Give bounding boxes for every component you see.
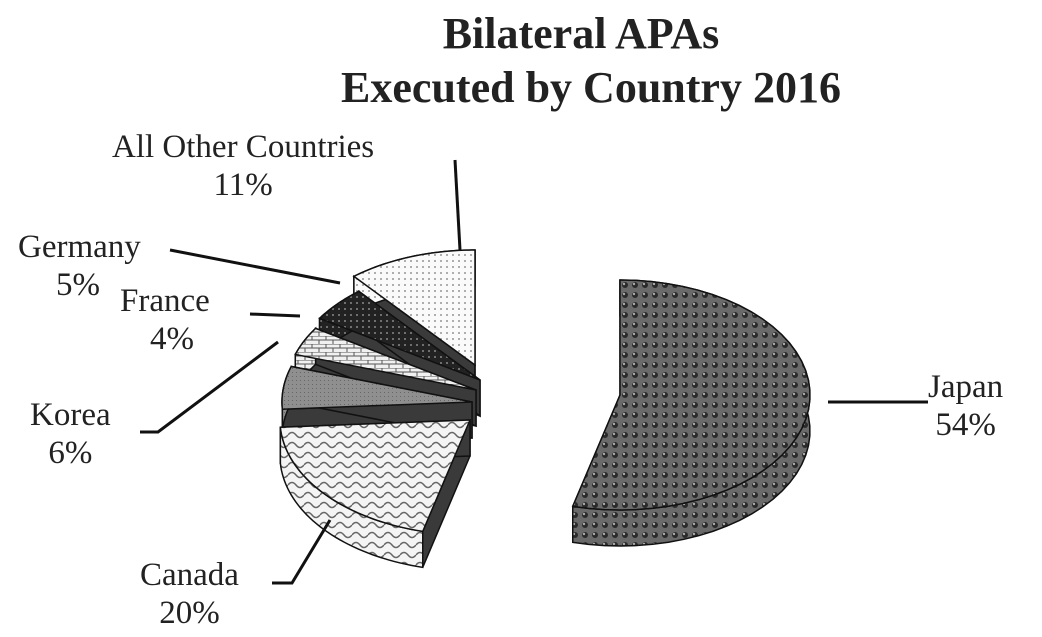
slice-korea bbox=[281, 365, 473, 447]
slice-top-germany bbox=[318, 290, 481, 381]
leader-canada bbox=[272, 519, 332, 585]
leader-germany bbox=[169, 248, 341, 285]
slice-japan bbox=[571, 279, 811, 547]
data-label-korea: Korea 6% bbox=[30, 397, 111, 471]
chart-subtitle: Executed by Country 2016 bbox=[341, 63, 841, 112]
data-label-france: France 4% bbox=[120, 283, 210, 357]
leader-korea bbox=[140, 340, 279, 434]
data-label-canada: Canada 20% bbox=[140, 557, 239, 631]
data-label-japan: Japan 54% bbox=[928, 369, 1004, 443]
chart-title: Bilateral APAs bbox=[442, 9, 720, 58]
data-label-germany: Germany 5% bbox=[18, 229, 141, 303]
slice-top-canada bbox=[279, 419, 472, 533]
slice-top-all-other-countries bbox=[352, 249, 476, 367]
data-label-others: All Other Countries 11% bbox=[112, 129, 375, 203]
leader-france bbox=[249, 312, 301, 318]
slice-canada bbox=[279, 419, 472, 569]
slice-top-korea bbox=[281, 365, 473, 410]
slice-top-japan bbox=[571, 279, 811, 511]
leader-others bbox=[453, 159, 462, 251]
slice-top-france bbox=[294, 327, 477, 391]
